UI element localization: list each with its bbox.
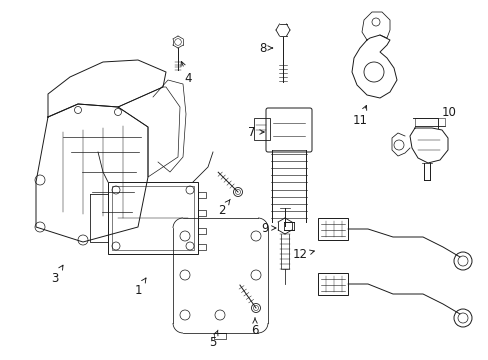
Text: 4: 4 (181, 62, 191, 85)
Bar (108, 182, 198, 254)
Bar (317, 218, 347, 240)
Text: 2: 2 (218, 199, 230, 216)
Bar (317, 273, 347, 295)
Text: 6: 6 (251, 318, 258, 337)
Text: 11: 11 (352, 105, 367, 126)
Text: 3: 3 (51, 265, 63, 284)
Text: 7: 7 (248, 126, 264, 139)
Bar (112, 186, 194, 250)
Bar (198, 210, 205, 216)
Text: 10: 10 (441, 105, 456, 118)
Text: 5: 5 (209, 330, 218, 348)
Bar (198, 244, 205, 250)
Text: 1: 1 (134, 278, 145, 297)
Bar (253, 118, 269, 140)
Bar (198, 192, 205, 198)
Text: 9: 9 (261, 221, 275, 234)
Text: 8: 8 (259, 41, 272, 54)
Text: 12: 12 (292, 248, 314, 261)
Bar (198, 228, 205, 234)
